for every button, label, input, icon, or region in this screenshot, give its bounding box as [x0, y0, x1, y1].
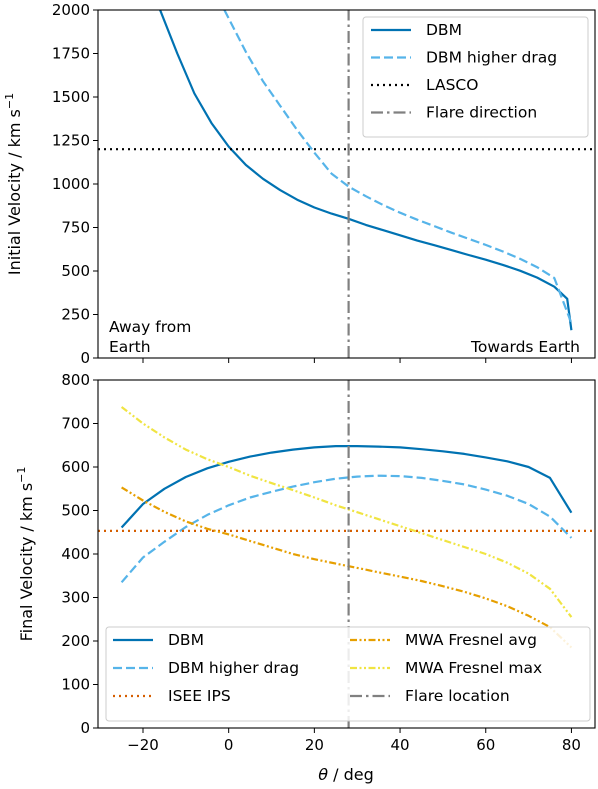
bottom-y-tick-label: 300: [61, 589, 90, 607]
top-y-tick-label: 0: [80, 349, 90, 367]
top-y-tick-label: 2000: [52, 1, 90, 19]
bottom-legend-label-mwa-fresnel-avg: MWA Fresnel avg: [405, 631, 537, 649]
bottom-x-ticks: −20 0 20 40 60 80: [127, 728, 581, 754]
x-tick-label: 80: [562, 736, 581, 754]
bottom-y-tick-label: 600: [61, 458, 90, 476]
bottom-y-ticks: 0 100 200 300 400 500 600 700 800: [61, 371, 98, 737]
bottom-y-tick-label: 0: [80, 719, 90, 737]
top-legend-label-lasco: LASCO: [426, 76, 478, 94]
bottom-y-tick-label: 400: [61, 545, 90, 563]
top-legend-frame: [362, 16, 589, 138]
top-series-dbm-higher-drag: [223, 10, 573, 324]
away-annotation-line1: Away from: [109, 318, 191, 336]
top-y-axis-label: Initial Velocity / km s−1: [3, 93, 24, 275]
top-x-ticks: [142, 358, 572, 363]
top-y-tick-label: 1500: [52, 88, 90, 106]
bottom-y-axis-label: Final Velocity / km s−1: [15, 467, 36, 642]
top-legend-label-flare-direction: Flare direction: [426, 104, 537, 122]
bottom-legend-label-isee-ips: ISEE IPS: [168, 687, 231, 705]
bottom-legend-label-dbm-higher-drag: DBM higher drag: [168, 659, 299, 677]
bottom-series-dbm: [120, 445, 573, 529]
top-y-ticks: 0 250 500 750 1000 1250 1500 1750 2000: [52, 1, 98, 367]
x-tick-label: 20: [305, 736, 324, 754]
bottom-series-dbm-higher-drag: [120, 474, 573, 584]
bottom-legend-frame: [105, 626, 591, 722]
x-tick-label: 60: [476, 736, 495, 754]
bottom-y-tick-label: 700: [61, 415, 90, 433]
away-annotation-line2: Earth: [109, 338, 151, 356]
top-legend-label-dbm-higher-drag: DBM higher drag: [426, 49, 557, 67]
final-velocity-panel: 0 100 200 300 400 500 600 700 800 −20 0 20 40 60 80 F…: [15, 371, 596, 784]
bottom-curves: [98, 380, 595, 728]
top-y-tick-label: 1000: [52, 175, 90, 193]
top-y-tick-label: 500: [61, 262, 90, 280]
bottom-y-tick-label: 500: [61, 502, 90, 520]
x-tick-label: 0: [224, 736, 234, 754]
bottom-y-tick-label: 200: [61, 632, 90, 650]
bottom-y-tick-label: 800: [61, 371, 90, 389]
x-tick-label: 40: [391, 736, 410, 754]
bottom-legend-label-flare-location: Flare location: [405, 687, 510, 705]
bottom-legend: DBM DBM higher drag ISEE IPS MWA Fresnel av…: [105, 626, 591, 722]
x-tick-label: −20: [127, 736, 159, 754]
towards-annotation: Towards Earth: [470, 338, 580, 356]
bottom-series-mwa-fresnel-avg: [121, 486, 573, 649]
bottom-y-tick-label: 100: [61, 676, 90, 694]
bottom-legend-label-mwa-fresnel-max: MWA Fresnel max: [405, 659, 542, 677]
top-y-tick-label: 1250: [52, 132, 90, 150]
bottom-series-mwa-fresnel-max: [120, 406, 573, 618]
top-legend-label-dbm: DBM: [426, 21, 462, 39]
top-y-tick-label: 1750: [52, 45, 90, 63]
bottom-legend-label-dbm: DBM: [168, 631, 204, 649]
top-curves: [98, 10, 595, 358]
top-legend: DBM DBM higher drag LASCO Flare direction: [362, 16, 589, 138]
initial-velocity-panel: 0 250 500 750 1000 1250 1500 1750 2000 Initial V…: [3, 1, 596, 367]
x-axis-label: θ / deg: [318, 765, 374, 784]
top-y-tick-label: 750: [61, 219, 90, 237]
top-y-tick-label: 250: [61, 306, 90, 324]
